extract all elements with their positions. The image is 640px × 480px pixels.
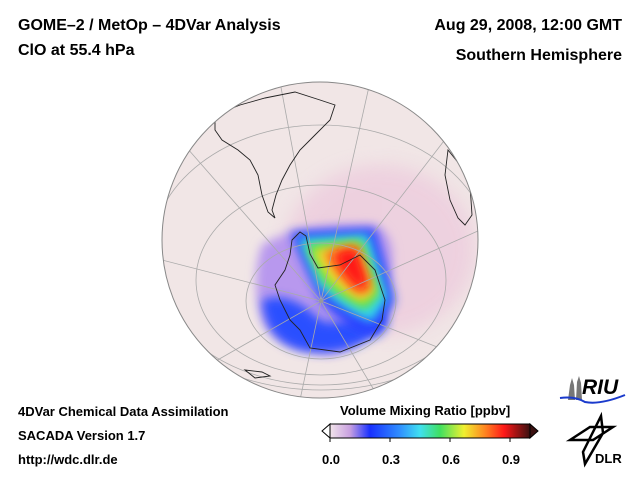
svg-text:DLR: DLR — [595, 451, 622, 466]
dlr-logo: DLR — [565, 411, 622, 468]
graticule — [162, 82, 478, 398]
colorbar — [321, 422, 539, 442]
clo-field — [256, 165, 475, 355]
colorbar-max-arrow — [529, 422, 539, 440]
date-label: Aug 29, 2008, 12:00 GMT — [434, 17, 622, 34]
title-line1: GOME–2 / MetOp – 4DVar Analysis — [18, 17, 281, 34]
colorbar-tick-label: 0.6 — [441, 452, 461, 467]
svg-text:RIU: RIU — [582, 376, 619, 399]
globe — [162, 82, 478, 398]
footer-line1: 4DVar Chemical Data Assimilation — [18, 404, 229, 419]
globe-outline — [161, 81, 479, 399]
footer-url-link[interactable]: http://wdc.dlr.de — [18, 452, 118, 467]
title-line2: ClO at 55.4 hPa — [18, 42, 135, 59]
region-label: Southern Hemisphere — [455, 47, 622, 64]
colorbar-tick-label: 0.3 — [381, 452, 401, 467]
colorbar-ticks — [329, 438, 511, 442]
colorbar-min-arrow — [321, 422, 331, 440]
south-pole-marker — [319, 299, 323, 303]
colorbar-tick-label: 0.9 — [501, 452, 521, 467]
colorbar-tick-label: 0.0 — [321, 452, 341, 467]
colorbar-label: Volume Mixing Ratio [ppbv] — [340, 403, 511, 418]
footer-line2: SACADA Version 1.7 — [18, 428, 146, 443]
riu-logo: RIU — [559, 376, 626, 404]
colorbar-gradient — [329, 423, 531, 439]
